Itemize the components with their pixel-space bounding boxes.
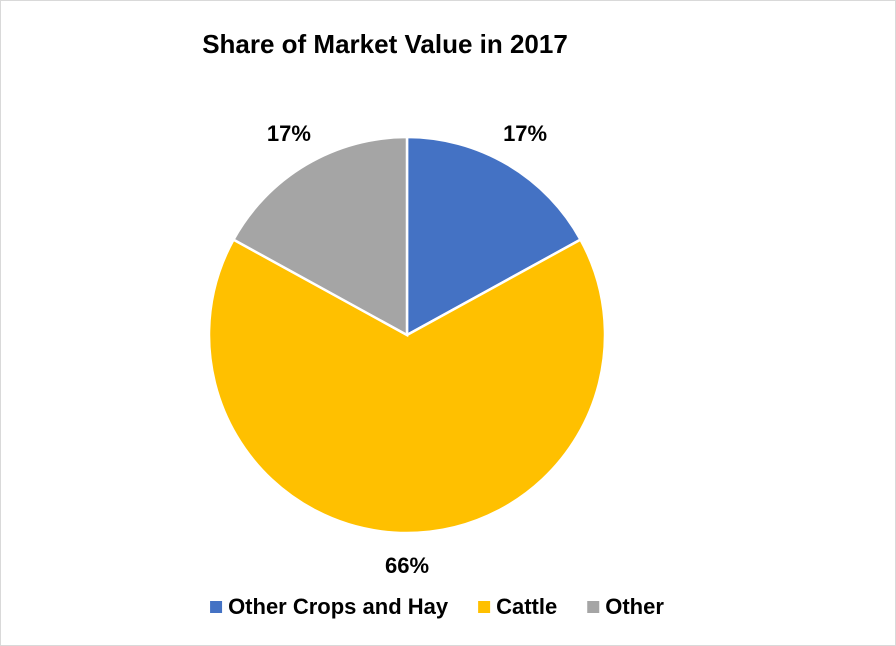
legend-swatch (210, 601, 223, 613)
legend-label: Cattle (496, 594, 557, 619)
pie-slice (231, 135, 409, 338)
data-label: 17% (267, 121, 311, 146)
pie-slice (207, 237, 607, 535)
data-label: 66% (385, 553, 429, 578)
legend-label: Other Crops and Hay (228, 594, 449, 619)
pie-slice (405, 135, 583, 338)
chart-title: Share of Market Value in 2017 (202, 29, 568, 59)
legend-swatch (587, 601, 600, 613)
data-label: 17% (503, 121, 547, 146)
legend-label: Other (605, 594, 664, 619)
legend-swatch (478, 601, 491, 613)
